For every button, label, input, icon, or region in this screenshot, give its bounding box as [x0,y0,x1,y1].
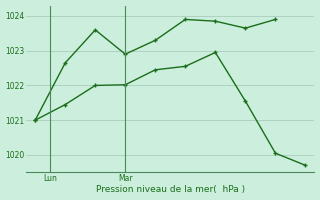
X-axis label: Pression niveau de la mer(  hPa ): Pression niveau de la mer( hPa ) [96,185,245,194]
